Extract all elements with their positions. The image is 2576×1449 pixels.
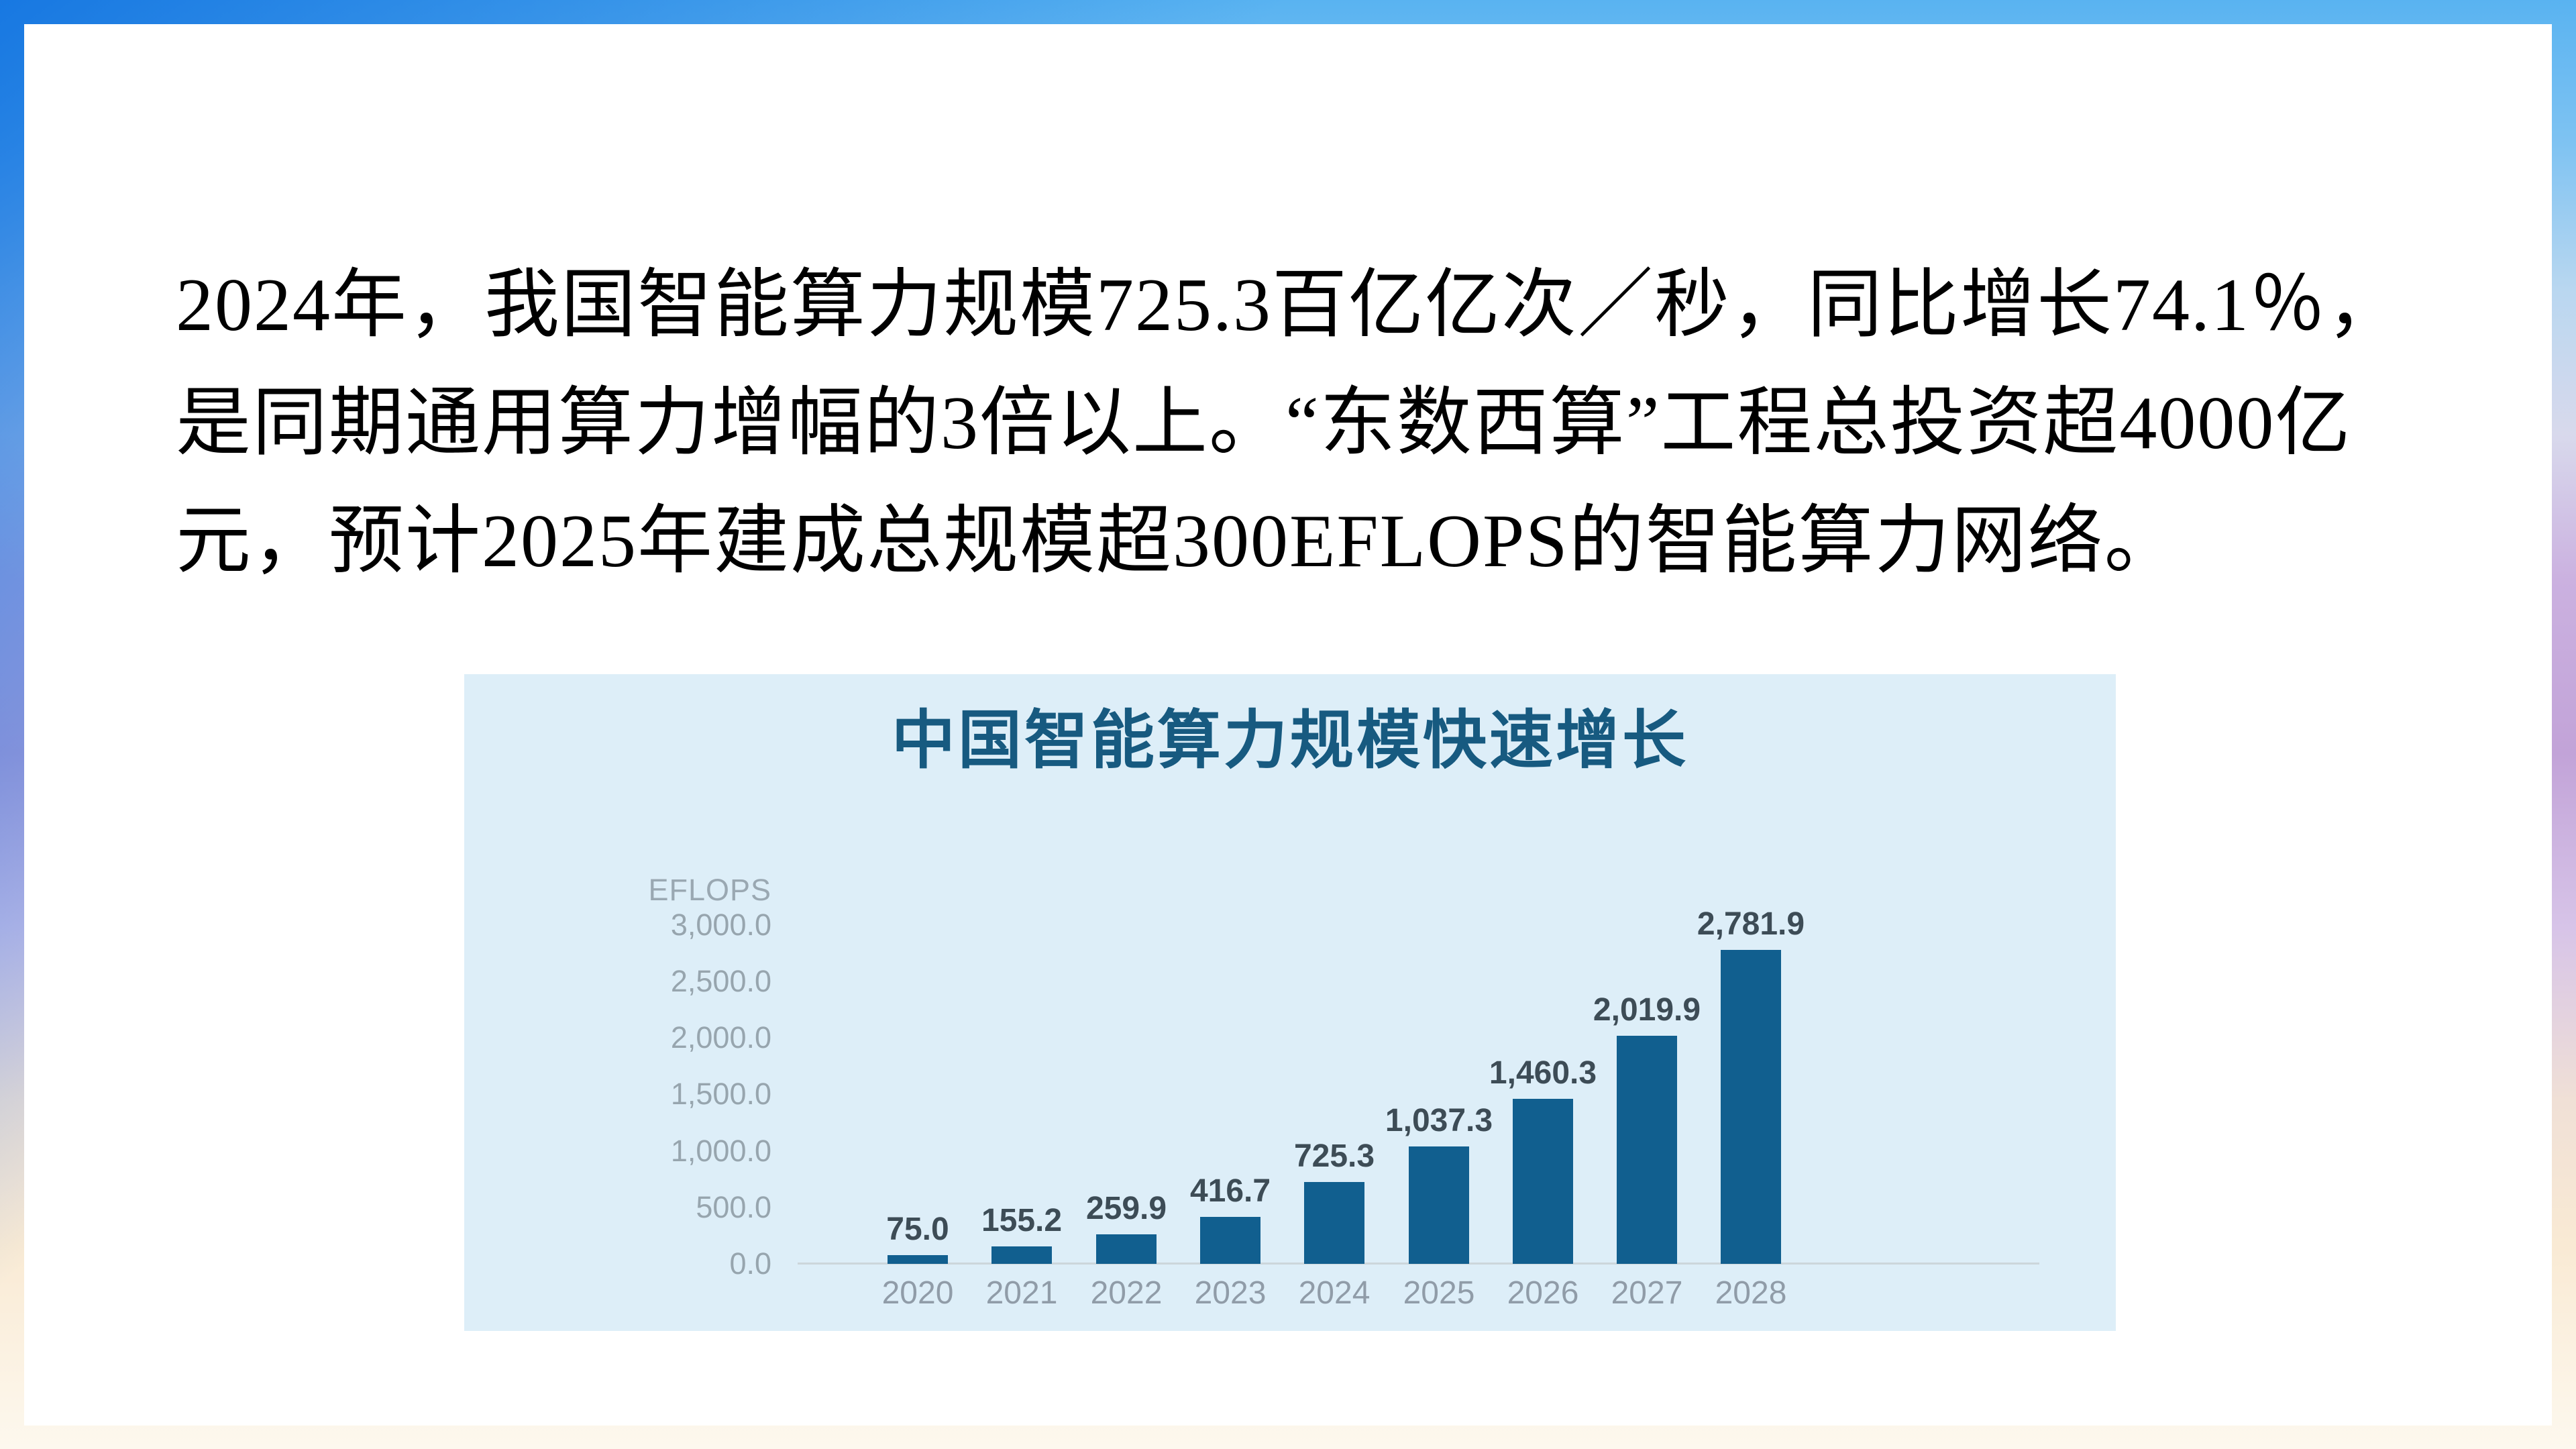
bar-2020 bbox=[888, 1255, 948, 1264]
bar-2027 bbox=[1617, 1036, 1677, 1264]
bar-value-label: 155.2 bbox=[981, 1203, 1063, 1238]
x-axis-label: 2027 bbox=[1611, 1275, 1683, 1311]
chart-title: 中国智能算力规模快速增长 bbox=[891, 705, 1688, 776]
bar-2022 bbox=[1096, 1234, 1157, 1264]
bar-2024 bbox=[1304, 1182, 1364, 1264]
bar-2021 bbox=[991, 1246, 1052, 1264]
bar-value-label: 75.0 bbox=[886, 1212, 949, 1247]
y-axis-tick-label: 2,500.0 bbox=[670, 964, 771, 998]
x-axis-label: 2021 bbox=[985, 1275, 1058, 1311]
body-text-line-1: 2024年，我国智能算力规模725.3百亿亿次／秒，同比增长74.1％， bbox=[176, 264, 2403, 347]
bar-2026 bbox=[1513, 1099, 1573, 1264]
x-axis-label: 2026 bbox=[1507, 1275, 1579, 1311]
x-axis-label: 2025 bbox=[1403, 1275, 1475, 1311]
x-axis-label: 2022 bbox=[1090, 1275, 1163, 1311]
bar-value-label: 725.3 bbox=[1293, 1138, 1375, 1174]
y-axis-tick-label: 1,000.0 bbox=[670, 1134, 771, 1168]
bar-value-label: 1,037.3 bbox=[1385, 1103, 1493, 1138]
y-axis-tick-label: 1,500.0 bbox=[670, 1077, 771, 1111]
x-axis-label: 2023 bbox=[1194, 1275, 1267, 1311]
bar-value-label: 1,460.3 bbox=[1489, 1055, 1597, 1091]
y-axis-tick-label: 3,000.0 bbox=[670, 908, 771, 942]
chart-panel: 中国智能算力规模快速增长 EFLOPS 3,000.0 2,500.0 2,000.… bbox=[464, 674, 2116, 1331]
bar-value-label: 259.9 bbox=[1085, 1191, 1167, 1226]
y-axis-tick-label: 2,000.0 bbox=[670, 1020, 771, 1055]
bar-2028 bbox=[1721, 950, 1781, 1264]
bar-value-label: 416.7 bbox=[1189, 1173, 1271, 1209]
body-text-line-2: 是同期通用算力增幅的3倍以上。“东数西算”工程总投资超4000亿 bbox=[176, 382, 2352, 465]
body-text-line-3: 元，预计2025年建成总规模超300EFLOPS的智能算力网络。 bbox=[176, 500, 2181, 583]
bar-2025 bbox=[1409, 1146, 1469, 1264]
bar-value-label: 2,781.9 bbox=[1697, 906, 1805, 942]
body-text: 2024年，我国智能算力规模725.3百亿亿次／秒，同比增长74.1％， 是同期… bbox=[176, 246, 2403, 600]
y-axis-tick-label: 0.0 bbox=[729, 1246, 771, 1281]
bar-2023 bbox=[1200, 1217, 1260, 1264]
bar-value-label: 2,019.9 bbox=[1593, 992, 1701, 1028]
x-axis-label: 2024 bbox=[1298, 1275, 1371, 1311]
y-axis-tick-label: 500.0 bbox=[696, 1190, 771, 1224]
x-axis-label: 2028 bbox=[1715, 1275, 1787, 1311]
x-axis-label: 2020 bbox=[881, 1275, 954, 1311]
y-axis-unit-label: EFLOPS bbox=[648, 873, 771, 907]
content-panel: 2024年，我国智能算力规模725.3百亿亿次／秒，同比增长74.1％， 是同期… bbox=[24, 24, 2552, 1426]
